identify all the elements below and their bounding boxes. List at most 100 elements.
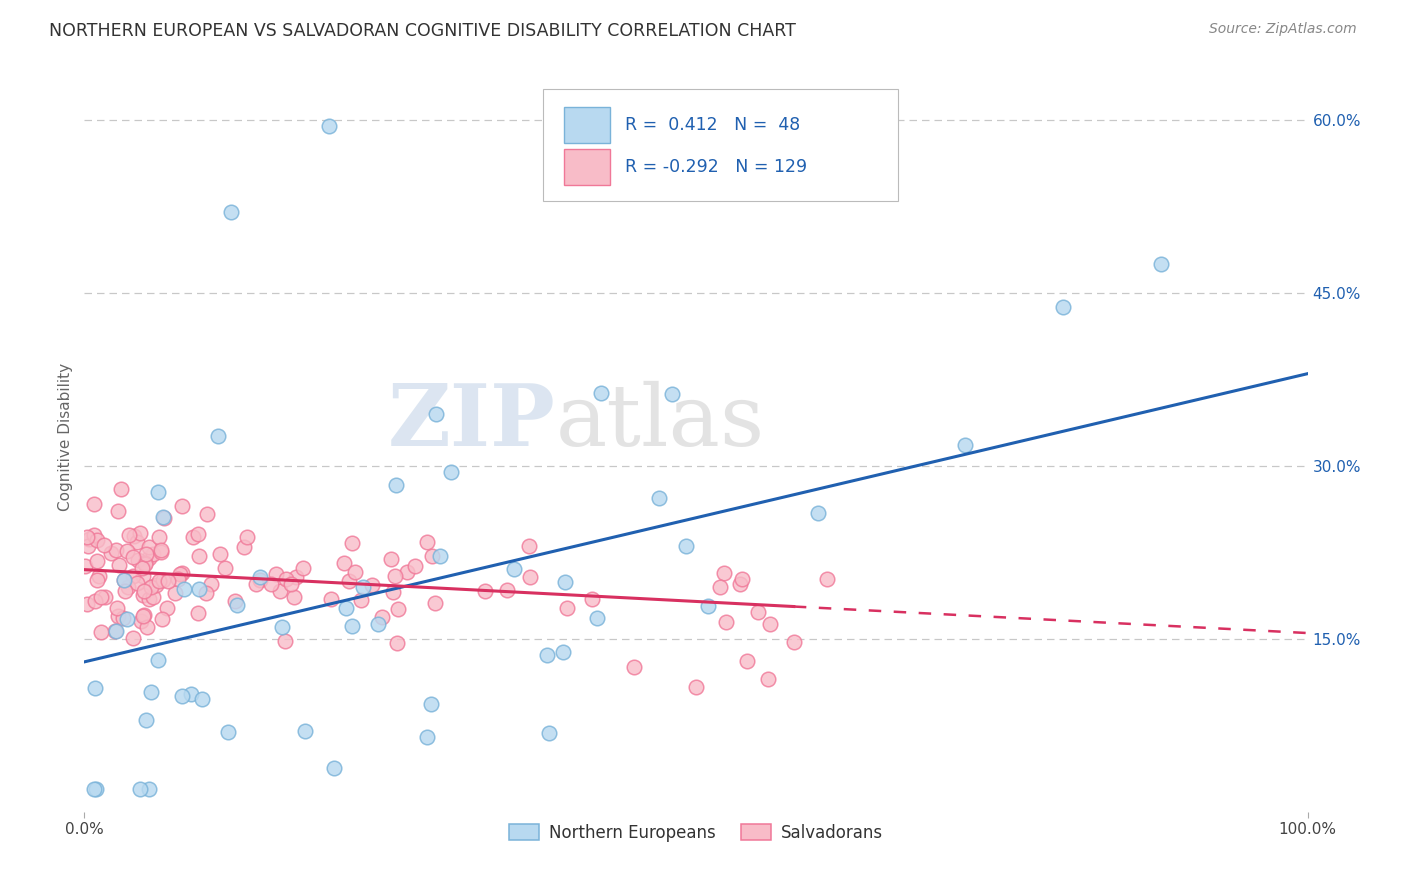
Point — [146, 653, 169, 667]
Point — [127, 553, 149, 567]
Point — [425, 407, 447, 421]
Point — [132, 609, 155, 624]
Point — [555, 601, 578, 615]
Point — [440, 465, 463, 479]
Point — [86, 573, 108, 587]
Point — [283, 591, 305, 605]
Point — [219, 205, 242, 219]
Point — [83, 528, 105, 542]
Point — [496, 582, 519, 597]
Point — [209, 547, 232, 561]
Point — [172, 690, 194, 704]
Point — [148, 574, 170, 588]
Point — [404, 559, 426, 574]
Point — [153, 510, 176, 524]
Point — [86, 533, 108, 547]
Point — [266, 566, 288, 581]
Point — [138, 550, 160, 565]
Point — [728, 577, 751, 591]
Point — [236, 530, 259, 544]
Point — [274, 573, 297, 587]
Point — [134, 556, 156, 570]
Point — [696, 599, 718, 613]
Point — [135, 547, 157, 561]
Point — [200, 576, 222, 591]
Point — [425, 596, 447, 610]
Point — [1150, 257, 1173, 271]
Point — [73, 558, 96, 573]
Point — [371, 610, 394, 624]
Point — [675, 539, 697, 553]
Point — [131, 614, 153, 628]
Point — [132, 568, 155, 582]
Point — [759, 616, 782, 631]
Point — [217, 725, 239, 739]
Y-axis label: Cognitive Disability: Cognitive Disability — [58, 363, 73, 511]
Point — [150, 542, 173, 557]
Point — [93, 590, 115, 604]
Point — [79, 532, 101, 546]
Point — [115, 612, 138, 626]
Point — [807, 507, 830, 521]
Point — [294, 724, 316, 739]
Point — [538, 726, 561, 740]
Point — [245, 577, 267, 591]
Point — [195, 585, 218, 599]
Point — [129, 526, 152, 541]
Point — [150, 544, 173, 558]
Point — [416, 730, 439, 744]
Point — [385, 636, 408, 650]
Point — [172, 500, 194, 514]
Point — [107, 608, 129, 623]
Text: atlas: atlas — [555, 381, 765, 464]
Point — [83, 781, 105, 796]
Point — [138, 592, 160, 607]
Point — [112, 573, 135, 587]
Point — [284, 570, 307, 584]
Point — [115, 544, 138, 558]
Point — [129, 781, 152, 796]
Point — [224, 594, 246, 608]
Point — [165, 586, 187, 600]
Point — [138, 540, 160, 554]
Point — [100, 546, 122, 560]
Point — [104, 624, 127, 639]
Point — [260, 576, 283, 591]
Point — [713, 566, 735, 580]
Point — [623, 659, 645, 673]
Point — [420, 549, 443, 564]
Point — [648, 491, 671, 505]
Point — [716, 615, 738, 629]
Point — [122, 549, 145, 564]
Point — [249, 570, 271, 584]
Point — [135, 713, 157, 727]
Point — [131, 561, 153, 575]
Point — [84, 781, 107, 796]
Point — [292, 561, 315, 575]
Legend: Northern Europeans, Salvadorans: Northern Europeans, Salvadorans — [502, 817, 890, 848]
Point — [187, 527, 209, 541]
Point — [114, 583, 136, 598]
Point — [187, 582, 209, 596]
Point — [170, 566, 193, 581]
Point — [591, 386, 613, 401]
Point — [519, 569, 541, 583]
Text: ZIP: ZIP — [388, 380, 555, 464]
Point — [93, 538, 115, 552]
Point — [323, 761, 346, 775]
Point — [132, 584, 155, 599]
Point — [90, 590, 112, 604]
Point — [139, 684, 162, 698]
Point — [107, 504, 129, 518]
Point — [581, 591, 603, 606]
Point — [110, 482, 132, 496]
Point — [280, 577, 302, 591]
Point — [86, 553, 108, 567]
Point — [207, 429, 229, 443]
Point — [395, 565, 418, 579]
Point — [1052, 300, 1074, 314]
Point — [156, 600, 179, 615]
Point — [416, 535, 439, 549]
Point — [117, 580, 139, 594]
Point — [87, 569, 110, 583]
